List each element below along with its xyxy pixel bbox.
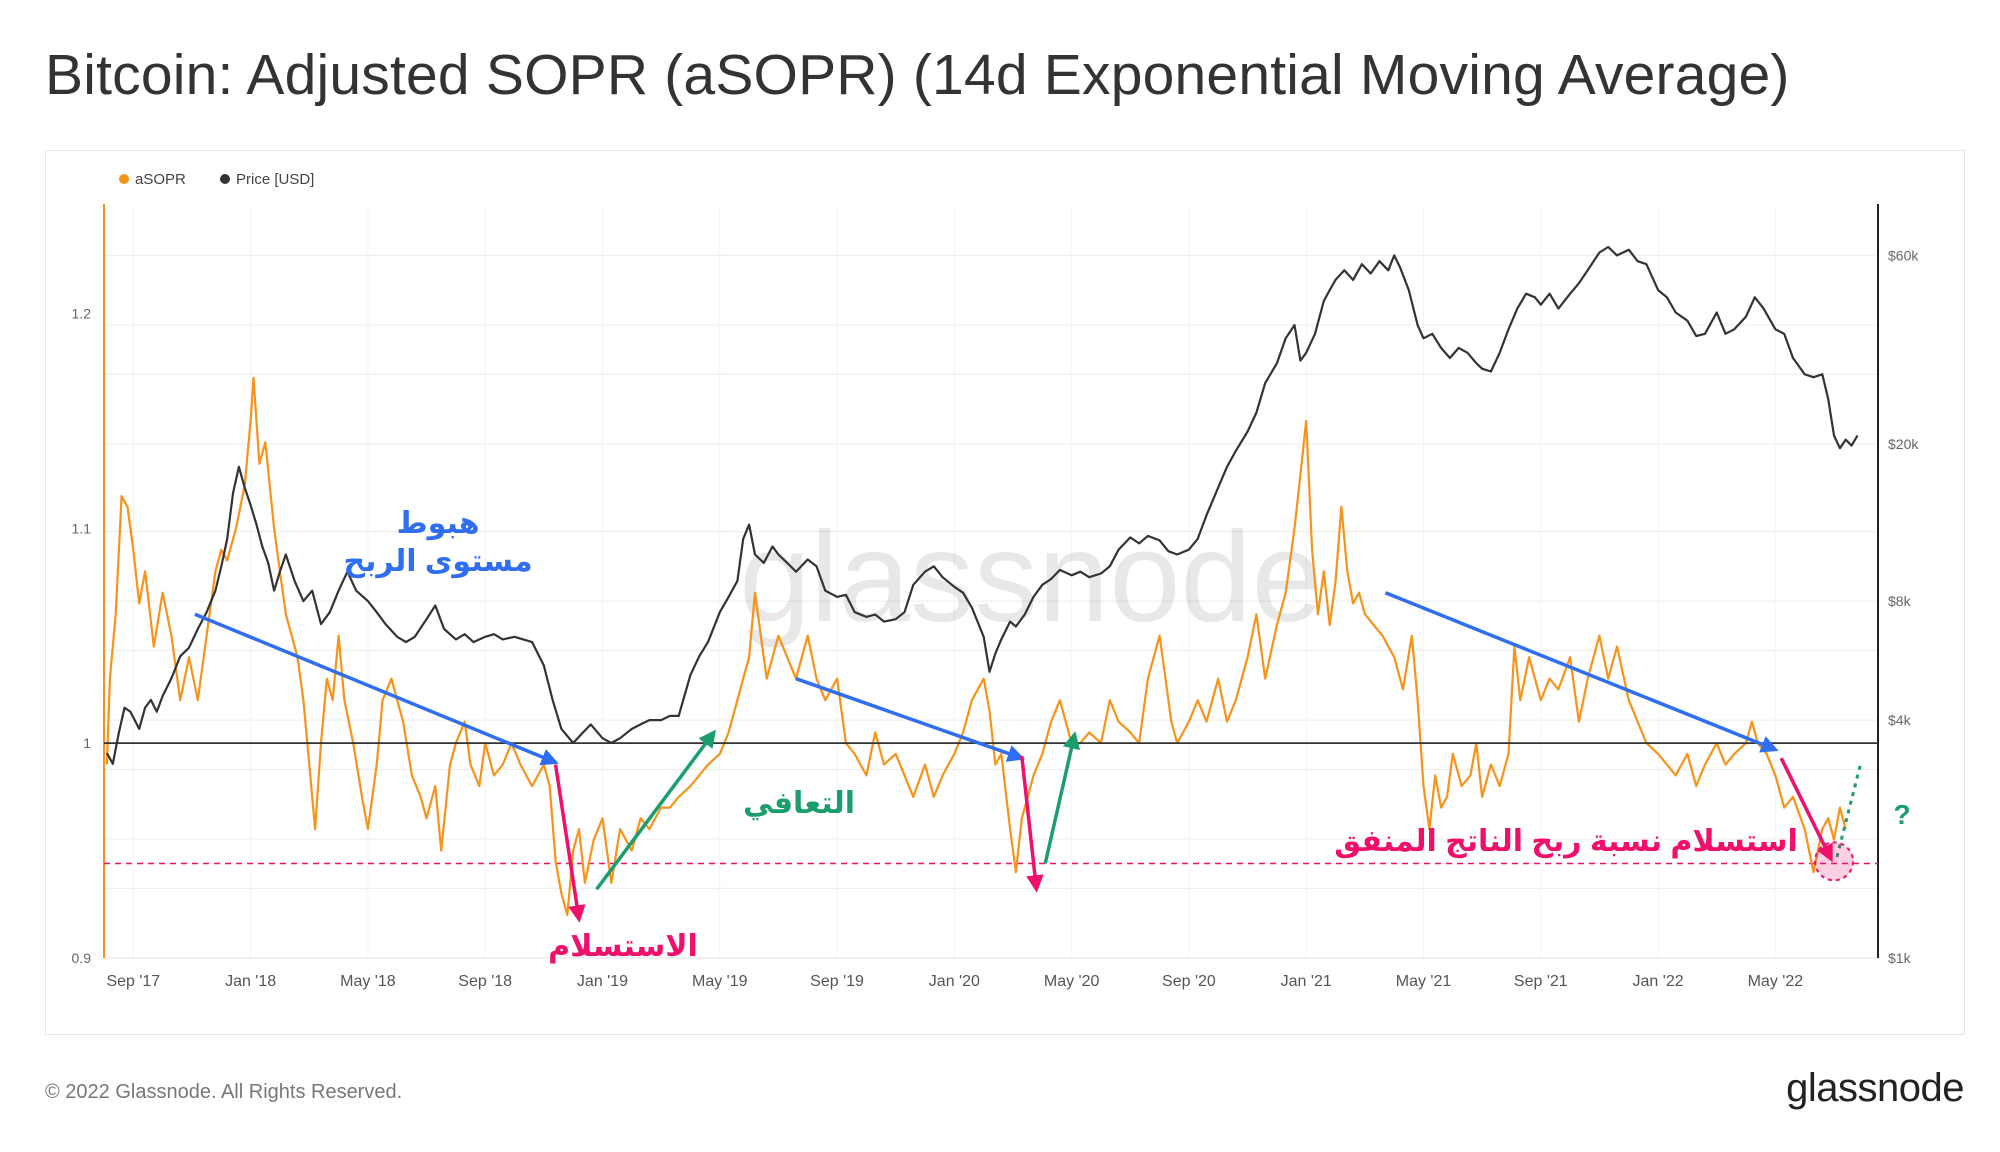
glassnode-logo: glassnode bbox=[1786, 1066, 1964, 1110]
right-axis-tick-label: $8k bbox=[1888, 593, 1912, 609]
capitulation-arrow-2020 bbox=[1020, 755, 1044, 893]
question-mark-label: ? bbox=[1893, 799, 1910, 830]
legend-asopr-marker bbox=[119, 174, 129, 184]
x-axis-tick-label: Sep '21 bbox=[1514, 973, 1568, 990]
x-axis-tick-label: Jan '22 bbox=[1633, 973, 1684, 990]
profit-decline-label-line1: هبوط bbox=[396, 507, 479, 540]
x-axis-tick-label: Jan '18 bbox=[225, 973, 276, 990]
possible-recovery-dotted-line bbox=[1835, 764, 1862, 858]
right-axis-tick-label: $60k bbox=[1888, 247, 1919, 263]
profit-decline-label-line2: مستوى الربح bbox=[343, 545, 532, 578]
profit-decline-arrow-2021 bbox=[1384, 591, 1779, 753]
right-axis-tick-label: $1k bbox=[1888, 950, 1912, 966]
x-axis-tick-label: May '21 bbox=[1396, 973, 1452, 990]
left-axis-tick-label: 0.9 bbox=[72, 950, 92, 966]
x-axis-tick-label: Sep '20 bbox=[1162, 973, 1216, 990]
x-axis-tick-label: Sep '17 bbox=[106, 973, 160, 990]
capitulation-arrow-2022 bbox=[1779, 757, 1833, 863]
copyright-text: © 2022 Glassnode. All Rights Reserved. bbox=[45, 1081, 403, 1103]
asopr-price-chart: glassnode 0.9 1 1.1 1.2 $1k $4k $8k $20k $60k Sep … bbox=[72, 171, 1920, 990]
x-axis-tick-label: Sep '19 bbox=[810, 973, 864, 990]
right-axis-tick-label: $4k bbox=[1888, 712, 1912, 728]
current-capitulation-marker bbox=[1814, 841, 1855, 882]
profit-decline-arrow-2018 bbox=[194, 612, 559, 766]
current-capitulation-label: استسلام نسبة ربح الناتج المنفق bbox=[1334, 825, 1798, 859]
x-axis-tick-label: Sep '18 bbox=[458, 973, 512, 990]
x-axis-tick-label: May '18 bbox=[340, 973, 396, 990]
price-series-line bbox=[105, 245, 1859, 765]
legend-asopr-label: aSOPR bbox=[135, 171, 186, 188]
right-axis-tick-label: $20k bbox=[1888, 436, 1919, 452]
recovery-label: التعافي bbox=[743, 787, 855, 821]
legend-price-marker bbox=[220, 174, 230, 184]
x-axis-tick-label: May '22 bbox=[1748, 973, 1804, 990]
recovery-arrow-2020 bbox=[1043, 731, 1080, 864]
chart-container: glassnode 0.9 1 1.1 1.2 $1k $4k $8k $20k $60k Sep … bbox=[45, 150, 1965, 1035]
recovery-arrow-2019 bbox=[595, 729, 717, 891]
capitulation-arrow-2018 bbox=[553, 764, 586, 923]
legend-price-label: Price [USD] bbox=[236, 171, 314, 188]
x-axis-tick-label: May '20 bbox=[1044, 973, 1100, 990]
profit-decline-arrow-2019 bbox=[795, 677, 1026, 762]
left-axis-tick-label: 1.1 bbox=[72, 520, 92, 536]
chart-legend: aSOPR Price [USD] bbox=[119, 171, 314, 188]
watermark: glassnode bbox=[739, 506, 1323, 649]
left-axis-tick-label: 1.2 bbox=[72, 305, 92, 321]
page-title: Bitcoin: Adjusted SOPR (aSOPR) (14d Expo… bbox=[45, 43, 1790, 107]
x-axis-tick-label: Jan '21 bbox=[1281, 973, 1332, 990]
left-axis-tick-label: 1 bbox=[83, 735, 91, 751]
x-axis-tick-label: May '19 bbox=[692, 973, 748, 990]
x-axis-tick-label: Jan '20 bbox=[929, 973, 980, 990]
x-axis-tick-label: Jan '19 bbox=[577, 973, 628, 990]
capitulation-label: الاستسلام bbox=[548, 930, 698, 964]
